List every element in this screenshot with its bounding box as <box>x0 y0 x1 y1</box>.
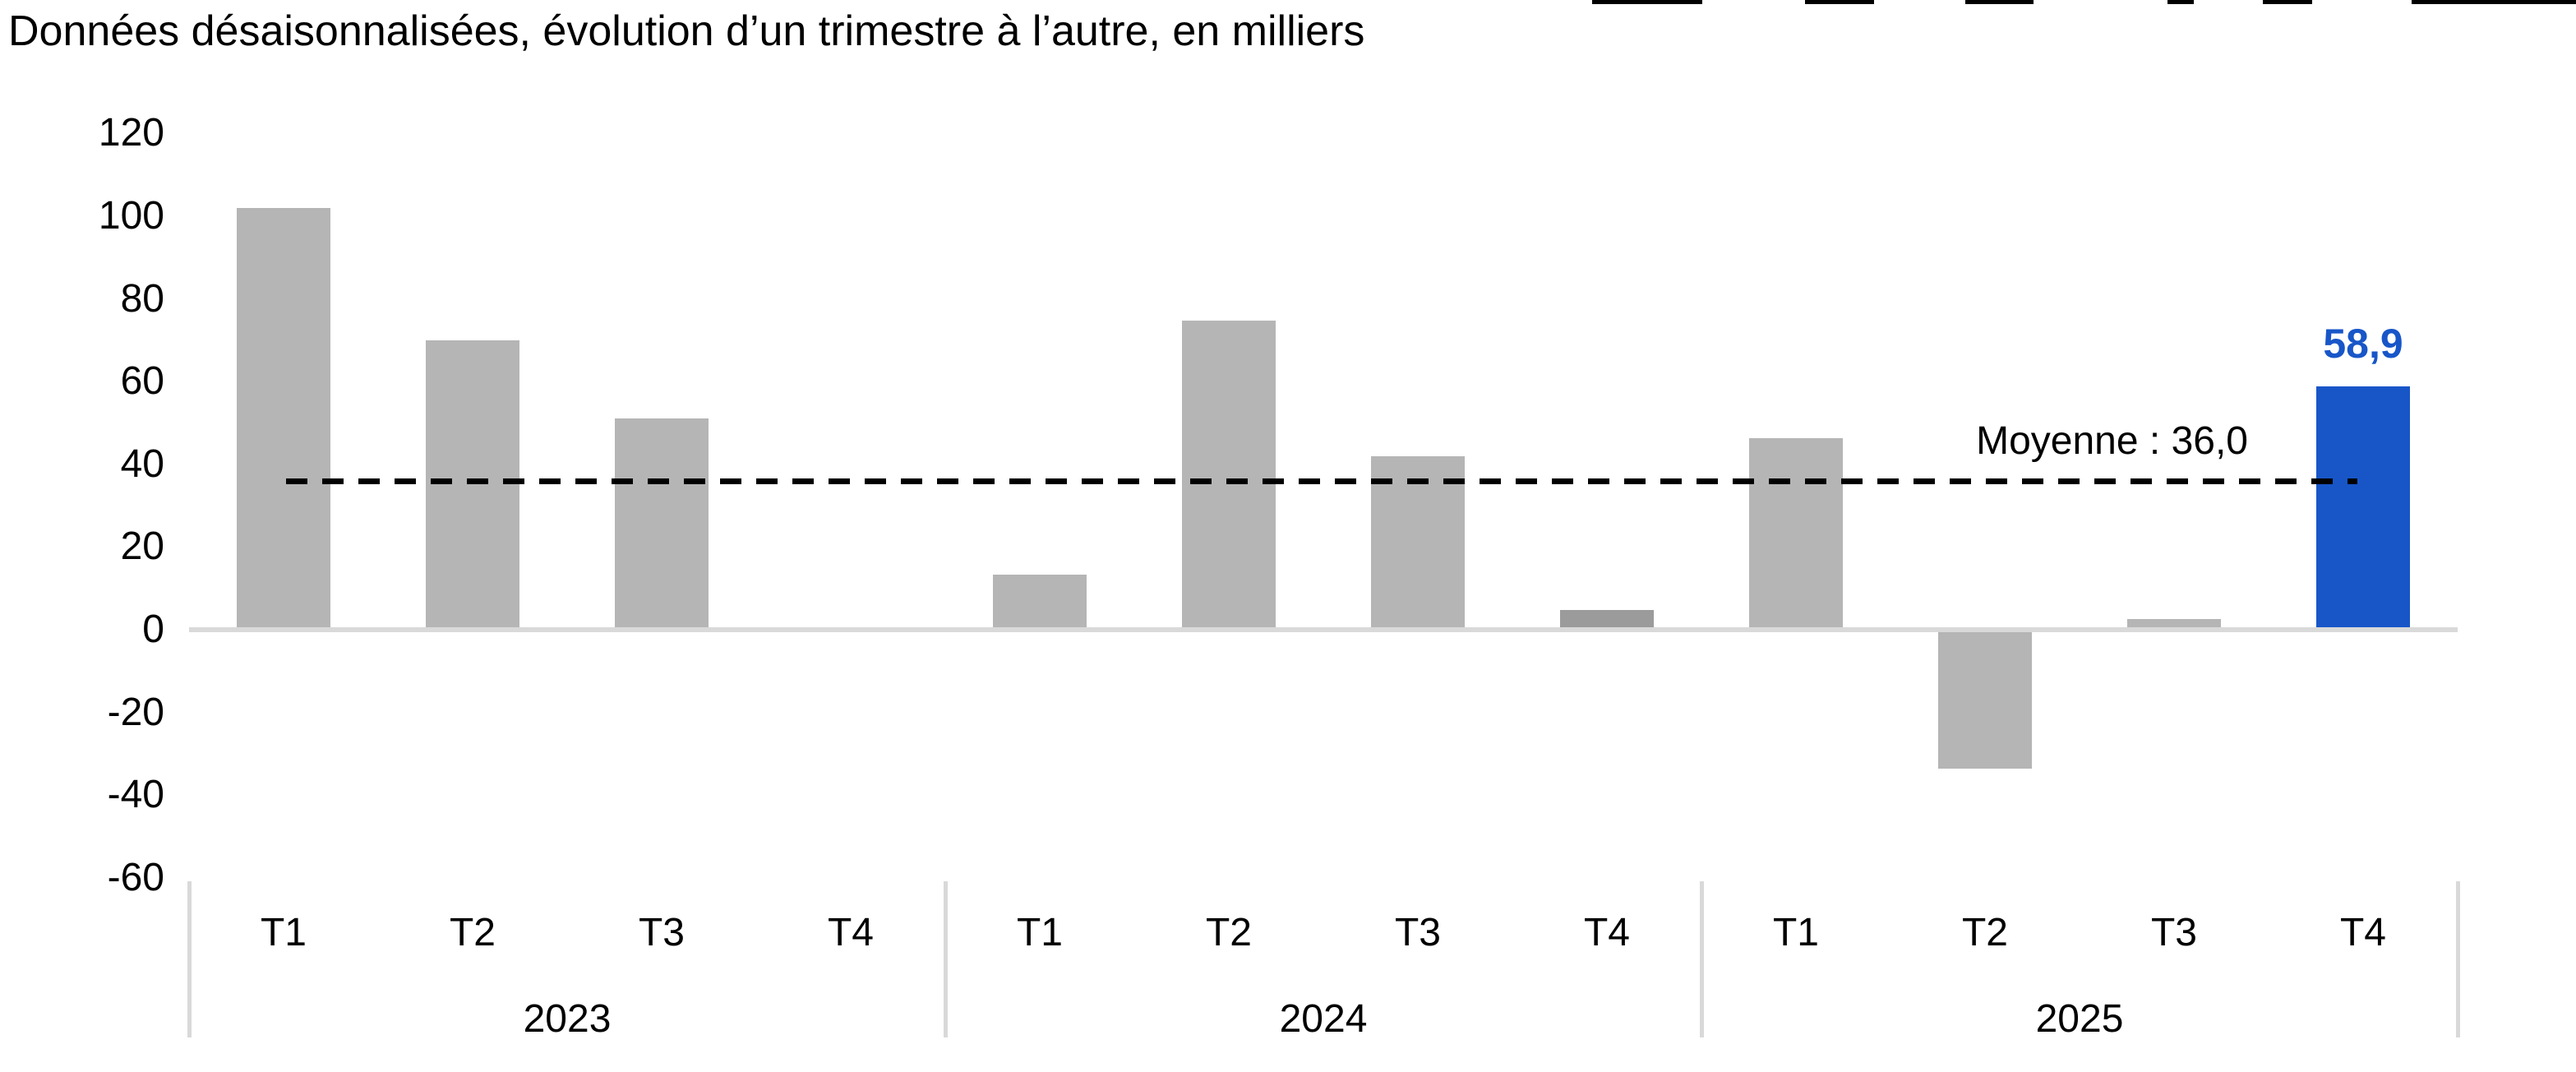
y-tick-label: 100 <box>98 194 164 238</box>
year-label-2023: 2023 <box>523 997 612 1041</box>
year-divider <box>1700 881 1704 1037</box>
cropped-text-artifact <box>1965 0 2034 4</box>
cropped-text-artifact <box>1805 0 1874 4</box>
quarter-label-2023-T2: T2 <box>449 911 496 954</box>
y-tick-label: 60 <box>120 359 164 404</box>
mean-dashed-line <box>286 478 2357 484</box>
bar-2024-T3 <box>1371 455 1465 630</box>
year-divider <box>2456 881 2460 1037</box>
quarter-label-2025-T4: T4 <box>2339 911 2386 954</box>
year-label-2025: 2025 <box>2035 997 2124 1041</box>
quarter-label-2023-T1: T1 <box>260 911 307 954</box>
year-label-2024: 2024 <box>1279 997 1368 1041</box>
cropped-text-artifact <box>2167 0 2194 4</box>
y-tick-label: 80 <box>120 276 164 321</box>
cropped-text-artifact <box>1592 0 1702 4</box>
y-tick-label: -20 <box>107 690 164 734</box>
quarter-label-2025-T3: T3 <box>2150 911 2197 954</box>
cropped-text-artifact <box>2412 0 2576 4</box>
bar-2023-T3 <box>615 418 709 630</box>
bar-2025-T4 <box>2316 386 2410 630</box>
year-divider <box>944 881 948 1037</box>
bar-2023-T2 <box>426 340 519 630</box>
y-tick-label: 0 <box>142 608 164 651</box>
quarter-label-2025-T1: T1 <box>1772 911 1819 954</box>
bar-2025-T2 <box>1938 630 2032 769</box>
y-tick-label: -60 <box>107 855 164 899</box>
zero-baseline <box>189 627 2458 632</box>
year-divider <box>187 881 192 1037</box>
quarter-label-2023-T3: T3 <box>638 911 685 954</box>
quarter-label-2023-T4: T4 <box>827 911 874 954</box>
bar-2025-T1 <box>1749 438 1843 630</box>
bar-2023-T1 <box>237 207 330 630</box>
bar-2025-T3 <box>2127 619 2221 630</box>
bar-2024-T4 <box>1560 610 1654 630</box>
y-tick-label: -40 <box>107 773 164 817</box>
bar-2024-T1 <box>993 575 1087 630</box>
quarter-label-2024-T1: T1 <box>1016 911 1063 954</box>
y-tick-label: 40 <box>120 441 164 486</box>
mean-label: Moyenne : 36,0 <box>1976 419 2248 463</box>
quarter-label-2024-T4: T4 <box>1583 911 1630 954</box>
highlight-value-label: 58,9 <box>2323 321 2403 367</box>
y-tick-label: 20 <box>120 524 164 569</box>
quarter-label-2024-T3: T3 <box>1394 911 1441 954</box>
cropped-text-artifact <box>2263 0 2312 4</box>
quarter-label-2024-T2: T2 <box>1205 911 1252 954</box>
chart-title: Données désaisonnalisées, évolution d’un… <box>8 7 1365 55</box>
quarter-label-2025-T2: T2 <box>1961 911 2008 954</box>
bar-2024-T2 <box>1182 321 1276 630</box>
y-tick-label: 120 <box>98 111 164 155</box>
